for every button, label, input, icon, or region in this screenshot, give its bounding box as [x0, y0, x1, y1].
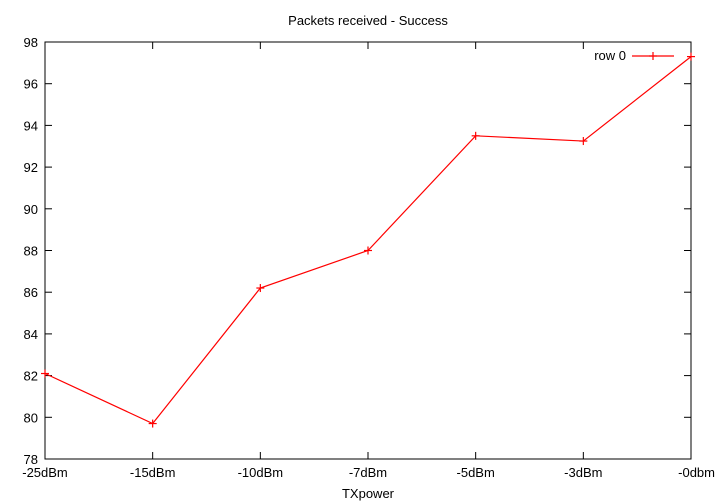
data-point [256, 284, 265, 293]
x-tick-label: -0dbm [678, 465, 715, 480]
x-tick-label: -3dBm [564, 465, 602, 480]
data-point [471, 131, 480, 140]
y-axis: 78 80 82 84 86 88 90 92 94 96 98 [24, 35, 691, 467]
x-tick-label: -7dBm [349, 465, 387, 480]
x-tick-label: -5dBm [457, 465, 495, 480]
data-point [579, 137, 588, 146]
x-tick-label: -15dBm [130, 465, 176, 480]
chart-title: Packets received - Success [288, 13, 448, 28]
y-tick-label: 90 [24, 202, 38, 217]
y-tick-label: 94 [24, 118, 38, 133]
data-point [41, 369, 49, 378]
y-tick-label: 92 [24, 160, 38, 175]
series-layer [41, 52, 695, 428]
legend-marker [649, 52, 657, 60]
x-tick-label: -25dBm [22, 465, 68, 480]
x-axis: -25dBm -15dBm -10dBm -7dBm -5dBm -3dBm -0dbm [22, 42, 715, 480]
y-tick-label: 88 [24, 244, 38, 259]
legend: row 0 [594, 48, 674, 63]
legend-label: row 0 [594, 48, 626, 63]
y-tick-label: 82 [24, 369, 38, 384]
y-tick-label: 78 [24, 452, 38, 467]
y-tick-label: 86 [24, 285, 38, 300]
data-point [364, 246, 372, 255]
x-tick-label: -10dBm [238, 465, 284, 480]
data-point [148, 419, 157, 428]
series-line [44, 56, 692, 425]
y-tick-label: 96 [24, 77, 38, 92]
y-tick-label: 84 [24, 327, 38, 342]
data-point [687, 52, 695, 61]
x-axis-label: TXpower [342, 486, 395, 501]
y-tick-label: 98 [24, 35, 38, 50]
y-tick-label: 80 [24, 410, 38, 425]
